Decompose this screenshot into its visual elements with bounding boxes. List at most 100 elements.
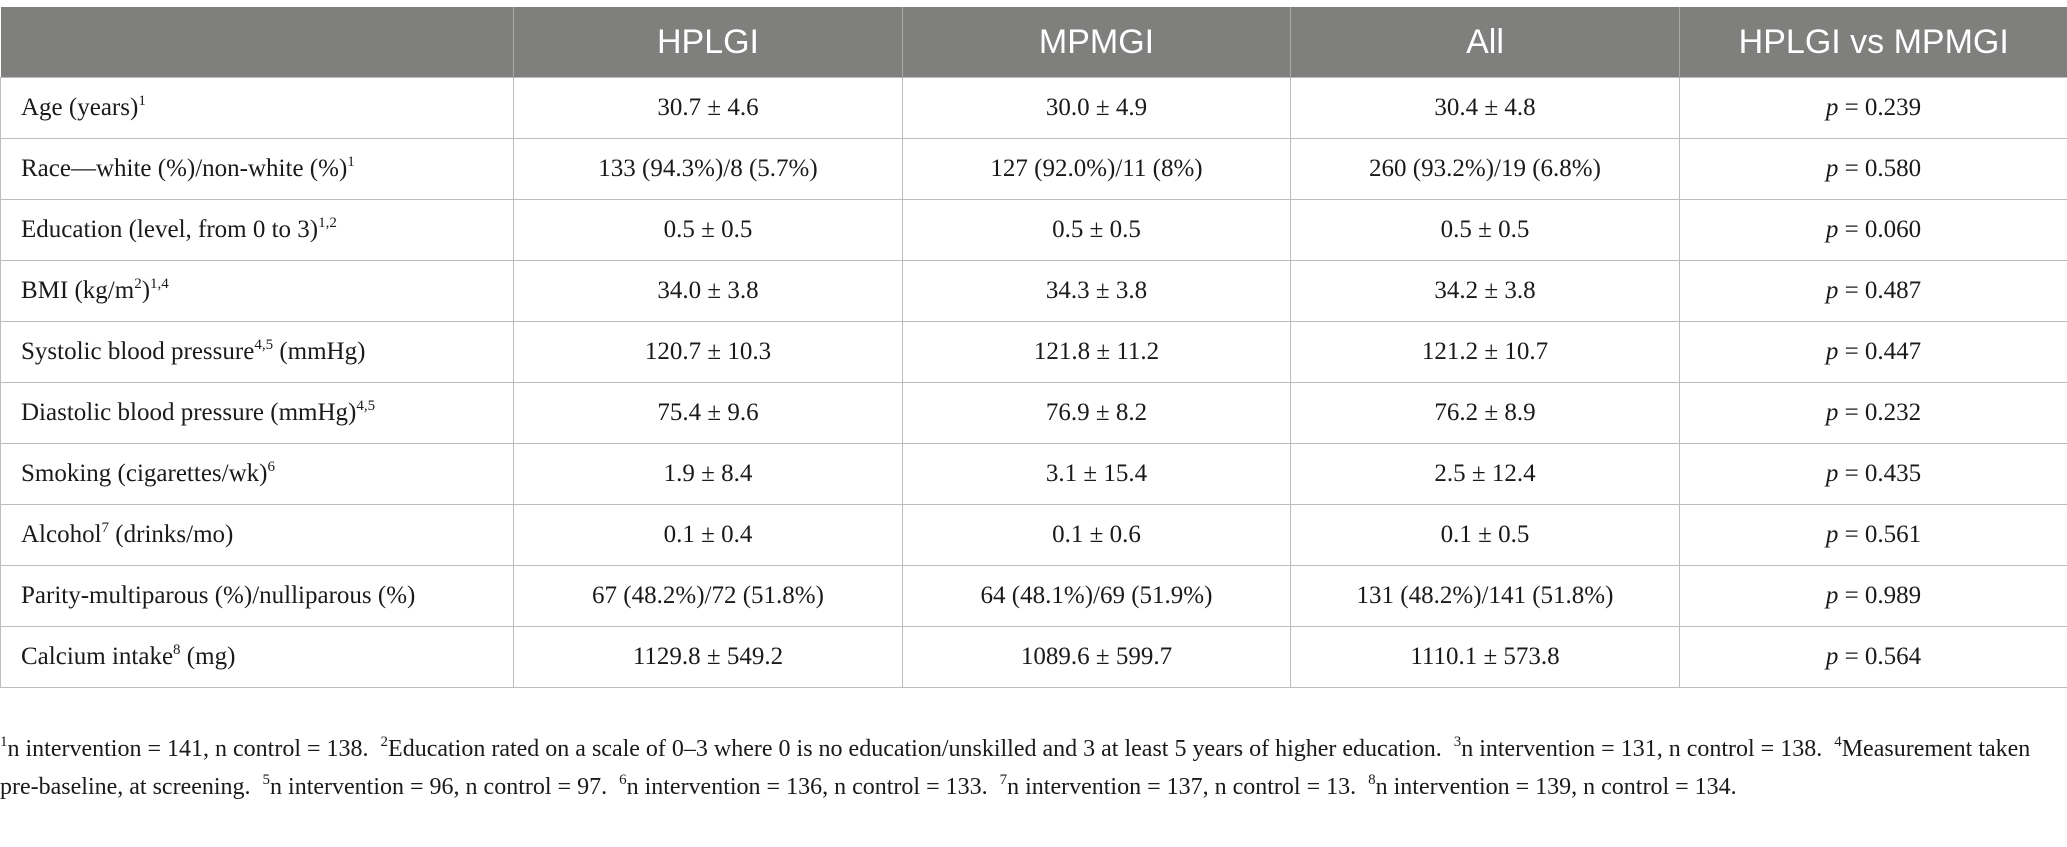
p-symbol: p: [1825, 155, 1839, 182]
footnote-marker: 1,2: [318, 215, 337, 231]
p-value: = 0.564: [1838, 643, 1922, 670]
row-label-text: (mmHg): [273, 338, 366, 365]
footnote-text: n intervention = 141, n control = 138.: [7, 736, 369, 762]
cell-all: 0.1 ± 0.5: [1290, 504, 1680, 566]
footnote-marker: 7: [101, 520, 110, 536]
cell-all: 260 (93.2%)/19 (6.8%): [1290, 138, 1680, 200]
cell-hplgi: 133 (94.3%)/8 (5.7%): [513, 138, 903, 200]
table-row: Calcium intake8 (mg) 1129.8 ± 549.2 1089.6…: [0, 626, 2067, 688]
cell-p-value: p = 0.564: [1679, 626, 2067, 688]
cell-p-value: p = 0.561: [1679, 504, 2067, 566]
p-value: = 0.487: [1838, 277, 1922, 304]
p-symbol: p: [1825, 338, 1839, 365]
footnote-text: Education rated on a scale of 0–3 where …: [388, 736, 1442, 762]
footnote-text: n intervention = 136, n control = 133.: [626, 774, 988, 800]
p-value: = 0.239: [1838, 94, 1922, 121]
cell-mpmgi: 127 (92.0%)/11 (8%): [902, 138, 1291, 200]
p-value: = 0.561: [1838, 521, 1922, 548]
table-row: Diastolic blood pressure (mmHg)4,5 75.4 ±…: [0, 382, 2067, 444]
footnote-text: n intervention = 137, n control = 13.: [1007, 774, 1357, 800]
p-value: = 0.580: [1838, 155, 1922, 182]
row-label: Age (years)1: [0, 77, 514, 139]
cell-mpmgi: 3.1 ± 15.4: [902, 443, 1291, 505]
cell-mpmgi: 0.1 ± 0.6: [902, 504, 1291, 566]
footnote: 4Measurement taken pre-baseline, at scre…: [0, 734, 2030, 801]
header-all: All: [1290, 7, 1680, 78]
cell-mpmgi: 34.3 ± 3.8: [902, 260, 1291, 322]
footnote-marker: 1: [0, 734, 8, 750]
cell-p-value: p = 0.487: [1679, 260, 2067, 322]
cell-mpmgi: 64 (48.1%)/69 (51.9%): [902, 565, 1291, 627]
row-label-text: Parity-multiparous (%)/nulliparous (%): [21, 582, 416, 609]
p-symbol: p: [1825, 582, 1839, 609]
table-row: Parity-multiparous (%)/nulliparous (%) 67…: [0, 565, 2067, 627]
footnote: 2Education rated on a scale of 0–3 where…: [380, 734, 1442, 763]
row-label: Calcium intake8 (mg): [0, 626, 514, 688]
footnote-text: n intervention = 139, n control = 134.: [1375, 774, 1737, 800]
header-mpmgi: MPMGI: [902, 7, 1291, 78]
cell-all: 121.2 ± 10.7: [1290, 321, 1680, 383]
cell-all: 0.5 ± 0.5: [1290, 199, 1680, 261]
p-value: = 0.989: [1838, 582, 1922, 609]
footnote-marker: 5: [262, 772, 271, 788]
footnote: 7n intervention = 137, n control = 13.: [1000, 773, 1357, 801]
p-symbol: p: [1825, 277, 1839, 304]
footnote-marker: 8: [173, 642, 181, 658]
row-label-text: (drinks/mo): [109, 521, 234, 548]
row-label: Systolic blood pressure4,5 (mmHg): [0, 321, 514, 383]
p-symbol: p: [1825, 399, 1839, 426]
table-row: Education (level, from 0 to 3)1,2 0.5 ± 0…: [0, 199, 2067, 261]
cell-mpmgi: 121.8 ± 11.2: [902, 321, 1291, 383]
header-variable: [0, 7, 514, 78]
p-value: = 0.060: [1838, 216, 1922, 243]
cell-hplgi: 67 (48.2%)/72 (51.8%): [513, 565, 903, 627]
table-row: Systolic blood pressure4,5 (mmHg) 120.7 ±…: [0, 321, 2067, 383]
footnote-marker: 4: [1834, 734, 1842, 750]
cell-p-value: p = 0.435: [1679, 443, 2067, 505]
p-value: = 0.447: [1838, 338, 1922, 365]
row-label-text: Age (years): [21, 94, 139, 121]
table-row: Alcohol7 (drinks/mo) 0.1 ± 0.4 0.1 ± 0.6 0.…: [0, 504, 2067, 566]
footnote-text: n intervention = 131, n control = 138.: [1461, 736, 1823, 762]
cell-all: 1110.1 ± 573.8: [1290, 626, 1680, 688]
cell-p-value: p = 0.447: [1679, 321, 2067, 383]
cell-hplgi: 120.7 ± 10.3: [513, 321, 903, 383]
row-label-text: Smoking (cigarettes/wk): [21, 460, 268, 487]
cell-hplgi: 0.1 ± 0.4: [513, 504, 903, 566]
footnote: 5n intervention = 96, n control = 97.: [262, 772, 608, 801]
cell-hplgi: 30.7 ± 4.6: [513, 77, 903, 139]
footnote: 1n intervention = 141, n control = 138.: [0, 734, 369, 763]
baseline-characteristics-table: HPLGI MPMGI All HPLGI vs MPMGI Age (year…: [0, 7, 2067, 688]
cell-p-value: p = 0.239: [1679, 77, 2067, 139]
p-symbol: p: [1825, 521, 1839, 548]
footnote-marker: 8: [1368, 772, 1376, 788]
footnote-marker: 4,5: [254, 337, 274, 353]
row-label-text: ): [141, 277, 151, 304]
footnote-marker: 4,5: [356, 398, 376, 414]
footnote-marker: 2: [380, 734, 389, 750]
row-label: Race—white (%)/non-white (%)1: [0, 138, 514, 200]
row-label: Diastolic blood pressure (mmHg)4,5: [0, 382, 514, 444]
footnote: 8n intervention = 139, n control = 134.: [1368, 772, 1737, 801]
cell-all: 34.2 ± 3.8: [1290, 260, 1680, 322]
footnote: 3n intervention = 131, n control = 138.: [1454, 735, 1823, 763]
row-label-text: BMI (kg/m: [21, 277, 135, 304]
row-label-text: Education (level, from 0 to 3): [21, 216, 319, 243]
row-label: BMI (kg/m2)1,4: [0, 260, 514, 322]
cell-all: 30.4 ± 4.8: [1290, 77, 1680, 139]
unit-superscript: 2: [134, 276, 142, 292]
footnotes: 1n intervention = 141, n control = 138. …: [0, 730, 2040, 806]
p-symbol: p: [1825, 216, 1839, 243]
p-value: = 0.435: [1838, 460, 1922, 487]
row-label: Smoking (cigarettes/wk)6: [0, 443, 514, 505]
cell-p-value: p = 0.989: [1679, 565, 2067, 627]
header-row: HPLGI MPMGI All HPLGI vs MPMGI: [0, 7, 2067, 78]
header-comparison: HPLGI vs MPMGI: [1679, 7, 2067, 78]
cell-all: 76.2 ± 8.9: [1290, 382, 1680, 444]
cell-mpmgi: 76.9 ± 8.2: [902, 382, 1291, 444]
p-symbol: p: [1825, 643, 1839, 670]
footnote-marker: 6: [267, 459, 275, 475]
p-value: = 0.232: [1838, 399, 1922, 426]
cell-all: 2.5 ± 12.4: [1290, 443, 1680, 505]
table-row: Smoking (cigarettes/wk)6 1.9 ± 8.4 3.1 ± 1…: [0, 443, 2067, 505]
